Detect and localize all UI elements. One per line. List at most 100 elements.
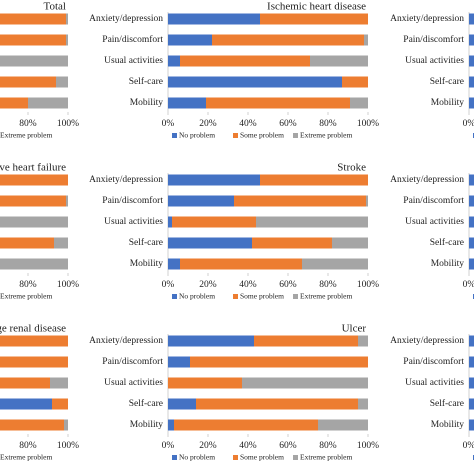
bar-segment — [66, 195, 68, 207]
bar-segment — [168, 398, 196, 410]
bar-segment — [0, 13, 66, 25]
legend-label: Some problem — [240, 453, 284, 462]
bar-segment — [469, 258, 474, 270]
bar-segment — [0, 419, 64, 431]
category-label: Usual activities — [104, 217, 163, 227]
bar-segment — [260, 174, 368, 186]
bar-segment — [350, 97, 368, 109]
category-label: Pain/discomfort — [102, 34, 163, 45]
x-tick-label: 20% — [199, 119, 217, 129]
category-label: Anxiety/depression — [89, 336, 163, 346]
x-tick-label: 60% — [279, 280, 297, 290]
bar-segment — [469, 34, 474, 46]
bar-segment — [206, 97, 350, 109]
bar-segment — [168, 34, 212, 46]
bar-segment — [180, 55, 310, 67]
category-label: Self-care — [430, 76, 464, 87]
bar-segment — [64, 419, 68, 431]
bar-segment — [168, 258, 180, 270]
category-label: Mobility — [431, 98, 465, 108]
x-tick-label: 0% — [463, 280, 474, 290]
bar-segment — [168, 216, 172, 228]
bar-segment — [168, 377, 242, 389]
panel-title: ive heart failure — [0, 162, 66, 174]
category-label: Usual activities — [104, 56, 163, 66]
legend-label: Extreme problem — [300, 453, 352, 462]
category-label: Anxiety/depression — [390, 175, 464, 185]
bar-segment — [0, 76, 56, 88]
category-label: Pain/discomfort — [102, 356, 163, 367]
legend-label: Extreme problem — [0, 131, 52, 140]
bar-segment — [469, 398, 474, 410]
bar-segment — [168, 195, 234, 207]
x-tick-label: 80% — [319, 280, 337, 290]
bar-segment — [469, 335, 474, 347]
category-label: Pain/discomfort — [102, 195, 163, 206]
category-label: Pain/discomfort — [403, 356, 464, 367]
bar-segment — [174, 419, 318, 431]
bar-segment — [469, 195, 474, 207]
legend-swatch — [233, 133, 238, 138]
x-tick-label: 60% — [279, 119, 297, 129]
legend-swatch — [293, 455, 298, 460]
bar-segment — [196, 398, 358, 410]
legend-label: No problem — [179, 292, 215, 301]
bar-segment — [0, 34, 66, 46]
legend-label: Extreme problem — [300, 292, 352, 301]
x-tick-label: 80% — [319, 119, 337, 129]
bar-segment — [0, 237, 54, 249]
bar-segment — [0, 356, 68, 368]
bar-segment — [318, 419, 368, 431]
bar-segment — [242, 377, 368, 389]
legend-swatch — [233, 455, 238, 460]
bar-segment — [168, 76, 342, 88]
x-tick-label: 40% — [239, 280, 257, 290]
bar-segment — [260, 13, 368, 25]
bar-segment — [310, 55, 368, 67]
x-tick-label: 0% — [162, 441, 175, 451]
category-label: Self-care — [129, 237, 163, 248]
legend-swatch — [172, 455, 177, 460]
bar-segment — [0, 377, 50, 389]
x-tick-label: 0% — [162, 119, 175, 129]
bar-segment — [469, 377, 474, 389]
x-tick-label: 100% — [357, 280, 379, 290]
x-tick-label: 20% — [199, 280, 217, 290]
legend-swatch — [172, 294, 177, 299]
bar-segment — [234, 195, 366, 207]
bar-segment — [364, 34, 368, 46]
bar-segment — [168, 55, 180, 67]
bar-segment — [0, 335, 68, 347]
x-tick-label: 60% — [279, 441, 297, 451]
bar-segment — [0, 258, 68, 270]
category-label: Self-care — [129, 398, 163, 409]
category-label: Self-care — [430, 237, 464, 248]
legend-label: No problem — [179, 131, 215, 140]
category-label: Pain/discomfort — [403, 34, 464, 45]
bar-segment — [180, 258, 302, 270]
category-label: Usual activities — [405, 217, 464, 227]
bar-segment — [252, 237, 332, 249]
bar-segment — [190, 356, 368, 368]
bar-segment — [469, 13, 474, 25]
x-tick-label: 80% — [19, 119, 37, 129]
bar-segment — [54, 237, 68, 249]
bar-segment — [469, 216, 474, 228]
category-label: Usual activities — [405, 378, 464, 388]
bar-segment — [52, 398, 68, 410]
bar-segment — [66, 34, 68, 46]
bar-segment — [0, 174, 68, 186]
category-label: Pain/discomfort — [403, 195, 464, 206]
bar-segment — [56, 76, 68, 88]
bar-segment — [168, 97, 206, 109]
bar-segment — [469, 356, 474, 368]
category-label: Mobility — [130, 259, 164, 269]
panel-title: Ischemic heart disease — [267, 1, 366, 13]
bar-segment — [469, 419, 474, 431]
category-label: Anxiety/depression — [89, 175, 163, 185]
bar-segment — [469, 97, 474, 109]
legend-swatch — [233, 294, 238, 299]
bar-segment — [0, 398, 52, 410]
